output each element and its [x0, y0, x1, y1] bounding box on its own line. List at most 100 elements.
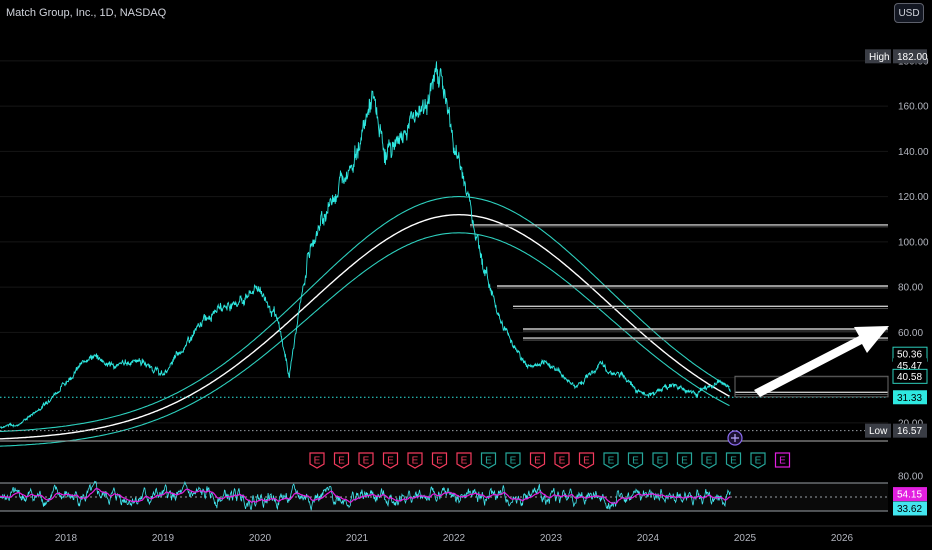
price-tag-value: 16.57: [897, 426, 922, 437]
earnings-marker: E: [750, 452, 766, 469]
range-box: [734, 375, 889, 398]
earnings-marker-shape: [529, 452, 546, 469]
earnings-marker-label: E: [510, 456, 517, 467]
add-marker-icon: [727, 430, 743, 446]
time-tick-label: 2018: [55, 533, 78, 544]
earnings-marker-shape: [725, 452, 742, 469]
earnings-marker-shape: [407, 452, 423, 469]
price-tag-box: [893, 390, 927, 405]
price-tag-value: 45.47: [897, 361, 922, 372]
earnings-marker: E: [676, 452, 693, 469]
earnings-marker-label: E: [608, 456, 615, 467]
time-tick-label: 2022: [443, 533, 466, 544]
earnings-marker-label: E: [657, 456, 664, 467]
price-tag-box: [893, 49, 927, 64]
projection-arrow-shape: [754, 326, 889, 397]
price-tick-label: 100.00: [898, 237, 929, 248]
earnings-marker-label: E: [387, 456, 394, 467]
time-tick-label: 2020: [249, 533, 272, 544]
time-tick-label: 2019: [152, 533, 175, 544]
earnings-marker-box: [774, 452, 791, 468]
earnings-marker-label: E: [706, 456, 713, 467]
price-tag-box: [893, 423, 927, 438]
price-tag-value: 40.58: [897, 372, 922, 383]
earnings-marker: E: [603, 452, 619, 469]
earnings-marker-shape: [358, 452, 374, 469]
earnings-marker-label: E: [559, 456, 566, 467]
earnings-marker: E: [358, 452, 374, 469]
earnings-marker-shape: [431, 452, 448, 469]
rsi-tag-box: [893, 487, 927, 502]
earnings-marker-shape: [505, 452, 521, 469]
earnings-marker: E: [407, 452, 423, 469]
earnings-marker-shape: [333, 452, 350, 469]
earnings-marker: E: [774, 452, 791, 468]
earnings-marker-label: E: [583, 456, 590, 467]
price-tag: 16.57 Low: [865, 423, 927, 438]
earnings-marker-shape: [456, 452, 472, 469]
earnings-marker-label: E: [412, 456, 419, 467]
earnings-marker: E: [652, 452, 668, 469]
earnings-marker-label: E: [730, 456, 737, 467]
earnings-marker-label: E: [314, 456, 321, 467]
earnings-marker-label: E: [485, 456, 492, 467]
earnings-marker: E: [333, 452, 350, 469]
price-tag-label-box: [865, 423, 891, 438]
price-tag-label: Low: [869, 426, 888, 437]
band-upper: [0, 196, 730, 433]
earnings-marker-label: E: [779, 456, 786, 467]
earnings-marker-shape: [627, 452, 644, 469]
earnings-marker: E: [578, 452, 595, 469]
earnings-marker-shape: [480, 452, 497, 469]
price-tag-box: [893, 358, 927, 373]
time-tick-label: 2025: [734, 533, 757, 544]
earnings-marker-label: E: [681, 456, 688, 467]
rsi-tick-label: 80.00: [898, 472, 923, 483]
time-tick-label: 2021: [346, 533, 369, 544]
earnings-marker-label: E: [436, 456, 443, 467]
price-tag-label: High: [869, 52, 890, 63]
price-tag-value: 182.00: [897, 52, 928, 63]
band-middle: [0, 214, 730, 440]
band-lower: [0, 232, 730, 447]
earnings-marker-shape: [750, 452, 766, 469]
earnings-marker: E: [480, 452, 497, 469]
price-line: [0, 61, 731, 429]
earnings-marker-label: E: [461, 456, 468, 467]
earnings-marker: E: [554, 452, 570, 469]
time-tick-label: 2026: [831, 533, 854, 544]
currency-button[interactable]: USD: [894, 3, 924, 23]
earnings-marker-label: E: [534, 456, 541, 467]
time-axis: 2018 2019 2020 2021 2022 2023 2024 2025 2026: [55, 533, 854, 544]
rsi-tag-value: 33.62: [897, 504, 922, 515]
price-tag: 182.00 High: [865, 49, 928, 64]
earnings-marker-shape: [676, 452, 693, 469]
rsi-tag: 54.15: [893, 487, 927, 502]
rsi-tag-box: [893, 501, 927, 516]
price-tag-value: 50.36: [897, 350, 922, 361]
price-tag: 31.33: [893, 390, 927, 405]
earnings-marker: E: [456, 452, 472, 469]
price-tag-label-box: [865, 49, 891, 64]
earnings-marker-shape: [554, 452, 570, 469]
earnings-marker-label: E: [363, 456, 370, 467]
price-tag: 40.58: [892, 368, 928, 384]
rsi-tag-value: 54.15: [897, 490, 922, 501]
earnings-marker-shape: [578, 452, 595, 469]
price-tick-label: 120.00: [898, 192, 929, 203]
earnings-marker-shape: [701, 452, 717, 469]
earnings-marker-shape: [652, 452, 668, 469]
price-tick-label: 60.00: [898, 328, 923, 339]
price-tick-label: 140.00: [898, 147, 929, 158]
price-tag-box: [892, 368, 928, 384]
earnings-marker: E: [309, 452, 325, 469]
price-tag: 45.47: [893, 358, 927, 373]
time-tick-label: 2023: [540, 533, 563, 544]
earnings-marker: E: [725, 452, 742, 469]
add-marker-plus: [731, 434, 739, 442]
rsi-pane: [0, 480, 932, 527]
time-tick-label: 2024: [637, 533, 660, 544]
price-tick-label: 80.00: [898, 283, 923, 294]
